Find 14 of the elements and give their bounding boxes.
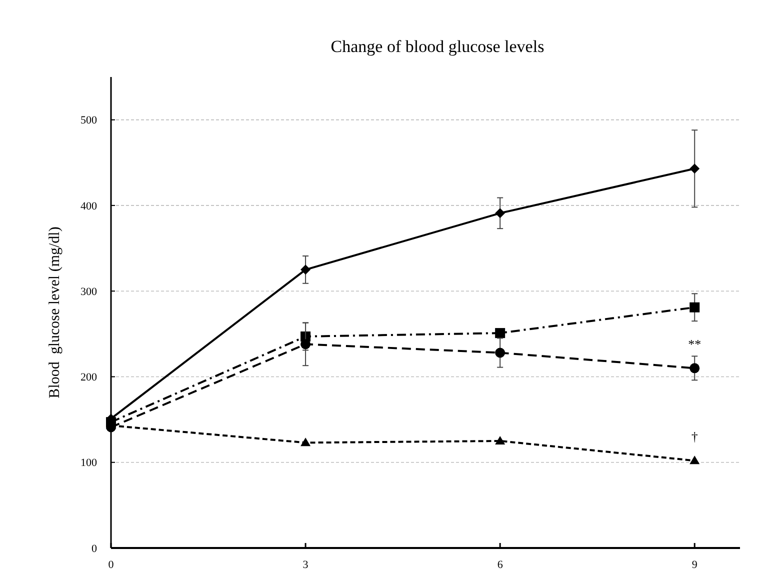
x-tick-label: 6 <box>497 559 504 571</box>
x-tick-label: 9 <box>692 559 698 571</box>
x-tick-label: 3 <box>302 559 309 571</box>
y-tick-label: 0 <box>92 542 98 555</box>
y-tick-label: 400 <box>80 200 98 212</box>
x-tick-label: 0 <box>108 559 114 571</box>
y-tick-label: 300 <box>80 286 98 298</box>
y-tick-label: 100 <box>80 457 98 470</box>
y-tick-label: 500 <box>80 114 98 127</box>
chart-title: Change of blood glucose levels <box>330 37 544 56</box>
y-tick-label: 200 <box>80 372 98 384</box>
y-axis-title: Blood glucose level (mg/dl) <box>47 226 63 398</box>
annotation: ** <box>688 336 702 352</box>
annotation: † <box>691 429 698 444</box>
